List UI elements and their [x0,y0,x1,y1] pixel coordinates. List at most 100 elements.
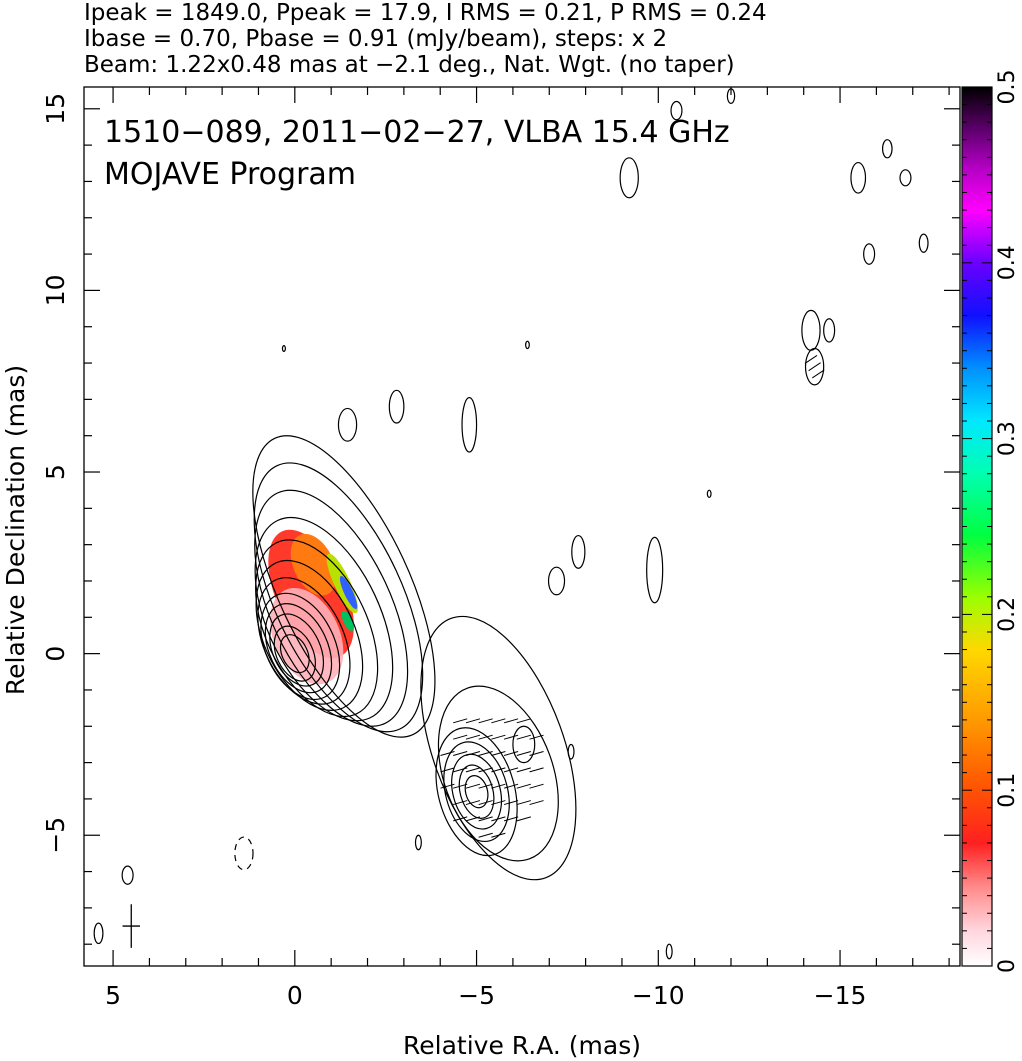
y-tick-label: −5 [41,817,70,854]
evpa-vector [516,800,531,806]
evpa-vector [503,767,519,773]
evpa-vector [516,751,531,756]
evpa-vector [516,816,531,822]
evpa-vector [478,783,493,789]
evpa-vector [529,751,544,756]
evpa-vector [465,767,481,773]
colorbar: 0 0.1 0.2 0.3 0.4 0.5 [961,70,1020,973]
contour-layer [93,88,929,960]
y-tick-label: 5 [41,464,70,480]
island-contour [804,347,825,386]
evpa-vector [491,751,506,756]
evpa-vector [811,369,825,379]
evpa-vector [440,767,455,773]
evpa-vector [453,816,468,822]
island-contour [337,407,358,442]
x-tick-label: 0 [287,981,303,1010]
evpa-vector [453,718,468,724]
jet-secondary-contour [512,725,536,764]
polarization-patch-orange [290,533,337,596]
evpa-vector [491,718,506,724]
header-line-1: Ipeak = 1849.0, Ppeak = 17.9, I RMS = 0.… [84,0,767,26]
evpa-vector [491,800,506,806]
core-contour-level [255,539,379,718]
evpa-vector [503,734,519,740]
island-contour [670,100,683,121]
core-contour-level [254,489,409,727]
evpa-vector [453,783,468,789]
evpa-vector [478,816,493,822]
evpa-vector [440,783,455,789]
island-contour [414,834,422,851]
evpa-vectors [440,355,825,838]
negative-contour [234,836,254,871]
evpa-vector [465,751,481,756]
jet-knot-contour-level [451,753,503,830]
evpa-vector [491,783,506,789]
plot-border [83,86,961,967]
evpa-vector [503,800,519,806]
x-axis-label: Relative R.A. (mas) [403,1031,641,1060]
evpa-vector [529,767,544,773]
evpa-vector [478,734,493,740]
evpa-vector [804,355,818,364]
evpa-vector [478,718,493,724]
colorbar-tick-label: 0.1 [995,773,1020,808]
evpa-vector [503,751,519,756]
x-tick-label: −5 [458,981,495,1010]
island-contour [801,309,821,351]
evpa-vector [465,783,481,789]
evpa-vector [491,767,506,773]
evpa-vector [808,362,821,372]
island-contour [388,389,405,424]
evpa-vector [465,816,481,822]
colorbar-tick-label: 0.2 [995,597,1020,632]
island-contour [823,318,836,343]
island-contour [93,922,104,945]
evpa-vector [453,767,468,773]
x-tick-label: −10 [632,981,685,1010]
polarization-edge-green2 [341,610,354,631]
island-contour [121,865,134,885]
jet-knot-contour-level [435,727,518,857]
polarization-patch-core [270,587,344,685]
evpa-vector [478,767,493,773]
jet-knot-contour-level [464,775,489,809]
colorbar-tick-label: 0.5 [995,70,1020,105]
core-contour-level [255,559,364,711]
evpa-vector [453,751,468,756]
tick-marks [84,87,960,966]
island-contour [547,566,566,596]
colorbar-tick-label: 0 [995,959,1020,973]
evpa-vector [491,734,506,740]
y-tick-label: 15 [41,93,70,125]
colorbar-tick-label: 0.4 [995,245,1020,280]
evpa-vector [529,783,544,789]
x-tick-label: 5 [105,981,121,1010]
evpa-vector [465,718,481,724]
island-contour [850,161,867,194]
island-contour [619,157,639,199]
chart-title-line1: 1510−089, 2011−02−27, VLBA 15.4 GHz [104,115,730,150]
island-contour [899,169,912,187]
evpa-vector [516,783,531,789]
island-contour [646,536,664,604]
evpa-vector [516,718,531,724]
island-contour [881,139,893,159]
core-contour-level [264,603,333,694]
evpa-vector [478,800,493,806]
island-contour [863,243,876,265]
evpa-vector [503,816,519,822]
polarization-edge-blue [339,575,358,610]
evpa-vector [453,800,468,806]
evpa-vector [516,767,531,773]
island-contour [281,345,286,353]
core-contour-level [254,516,394,722]
jet-knot-contour-level [443,741,510,843]
evpa-vector [465,800,481,806]
island-contour [461,396,478,453]
jet-inner-envelope-contour [437,685,559,862]
island-contours [93,88,929,960]
island-contour [706,489,712,499]
island-contour [567,743,575,760]
